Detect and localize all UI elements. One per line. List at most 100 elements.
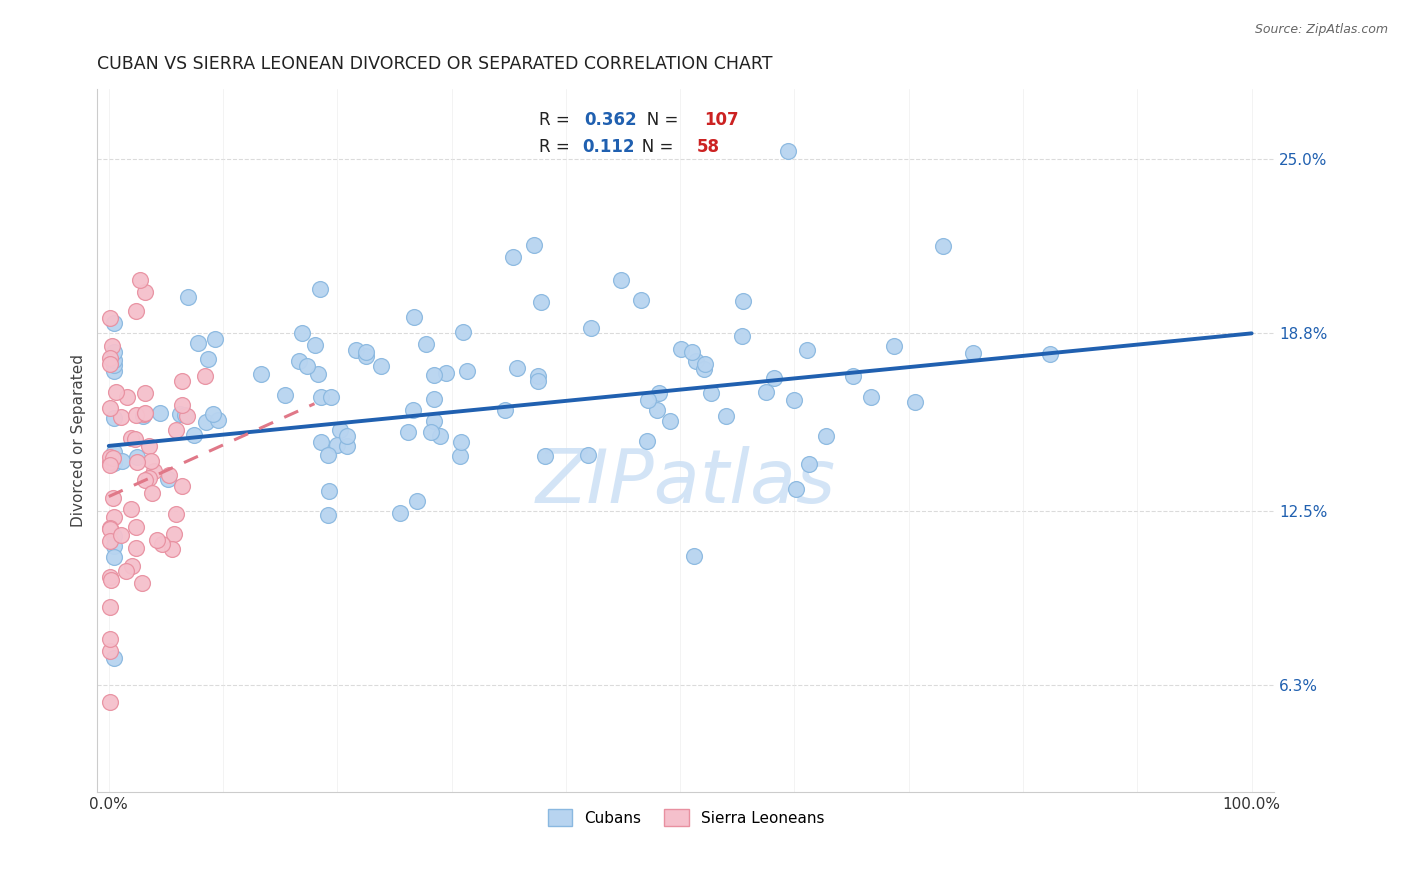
Point xyxy=(103,510,125,524)
Point xyxy=(115,390,138,404)
Point xyxy=(630,293,652,307)
Point xyxy=(134,406,156,420)
Point xyxy=(523,237,546,252)
Point xyxy=(120,502,142,516)
Point xyxy=(134,386,156,401)
Y-axis label: Divorced or Separated: Divorced or Separated xyxy=(72,354,86,527)
Point xyxy=(420,425,443,439)
Point xyxy=(165,507,187,521)
Point xyxy=(796,343,818,357)
Point xyxy=(125,541,148,555)
Point xyxy=(344,343,367,357)
Point xyxy=(103,549,125,564)
Point xyxy=(415,336,437,351)
Point xyxy=(201,407,224,421)
Point xyxy=(128,273,150,287)
Point xyxy=(645,402,668,417)
Point xyxy=(98,450,121,464)
Point xyxy=(502,250,524,264)
Point xyxy=(98,458,121,473)
Point xyxy=(423,414,446,428)
Point xyxy=(103,445,125,459)
Text: ZIPatlas: ZIPatlas xyxy=(536,447,837,518)
Point xyxy=(530,295,553,310)
Text: CUBAN VS SIERRA LEONEAN DIVORCED OR SEPARATED CORRELATION CHART: CUBAN VS SIERRA LEONEAN DIVORCED OR SEPA… xyxy=(97,55,773,73)
Point xyxy=(274,388,297,402)
Point xyxy=(695,357,717,371)
Point xyxy=(526,369,548,384)
Point xyxy=(149,406,172,420)
Point xyxy=(142,464,165,478)
Text: Source: ZipAtlas.com: Source: ZipAtlas.com xyxy=(1254,23,1388,37)
Point xyxy=(610,273,633,287)
Point xyxy=(316,448,339,462)
Point xyxy=(98,643,121,657)
Point xyxy=(197,351,219,366)
Point xyxy=(157,467,180,482)
Point xyxy=(131,575,153,590)
Point xyxy=(157,472,180,486)
Text: 0.112: 0.112 xyxy=(582,138,636,156)
Point xyxy=(318,484,340,499)
Point xyxy=(187,336,209,351)
Point xyxy=(138,471,160,485)
Point xyxy=(859,390,882,404)
Point xyxy=(103,529,125,543)
Point xyxy=(931,239,953,253)
Point xyxy=(814,428,837,442)
Point xyxy=(326,437,349,451)
Point xyxy=(98,534,121,549)
Point xyxy=(165,423,187,437)
Point xyxy=(402,402,425,417)
Point xyxy=(681,345,703,359)
Point xyxy=(785,482,807,496)
Point xyxy=(423,392,446,406)
Point xyxy=(125,304,148,318)
Point xyxy=(98,695,121,709)
Point xyxy=(183,427,205,442)
Point xyxy=(124,432,146,446)
Point xyxy=(307,368,329,382)
Point xyxy=(98,401,121,415)
Point xyxy=(98,569,121,583)
Point xyxy=(169,407,191,421)
Point xyxy=(103,364,125,378)
Point xyxy=(250,367,273,381)
Point xyxy=(103,451,125,466)
Point xyxy=(731,329,754,343)
Point xyxy=(103,358,125,372)
Text: N =: N = xyxy=(626,138,685,156)
Point xyxy=(637,392,659,407)
Point xyxy=(962,346,984,360)
Point xyxy=(145,533,167,547)
Point xyxy=(291,326,314,340)
Point xyxy=(111,453,134,467)
Point xyxy=(103,650,125,665)
Point xyxy=(98,358,121,372)
Point xyxy=(98,632,121,646)
Point xyxy=(194,368,217,383)
Point xyxy=(103,353,125,368)
Point xyxy=(389,506,412,520)
Point xyxy=(505,360,527,375)
Point xyxy=(125,455,148,469)
Point xyxy=(527,374,550,388)
Point xyxy=(576,448,599,462)
Point xyxy=(636,434,658,448)
Point xyxy=(134,407,156,421)
Point xyxy=(163,527,186,541)
Point xyxy=(98,310,121,325)
Point xyxy=(716,409,738,424)
Point xyxy=(700,385,723,400)
Point xyxy=(173,409,195,423)
Point xyxy=(177,290,200,304)
Point xyxy=(103,491,125,505)
Point xyxy=(453,325,475,339)
Point xyxy=(105,385,128,400)
Point xyxy=(195,416,218,430)
Point xyxy=(671,342,693,356)
Point xyxy=(682,549,704,564)
Point xyxy=(141,486,163,500)
Legend: Cubans, Sierra Leoneans: Cubans, Sierra Leoneans xyxy=(540,802,832,833)
Point xyxy=(103,539,125,553)
